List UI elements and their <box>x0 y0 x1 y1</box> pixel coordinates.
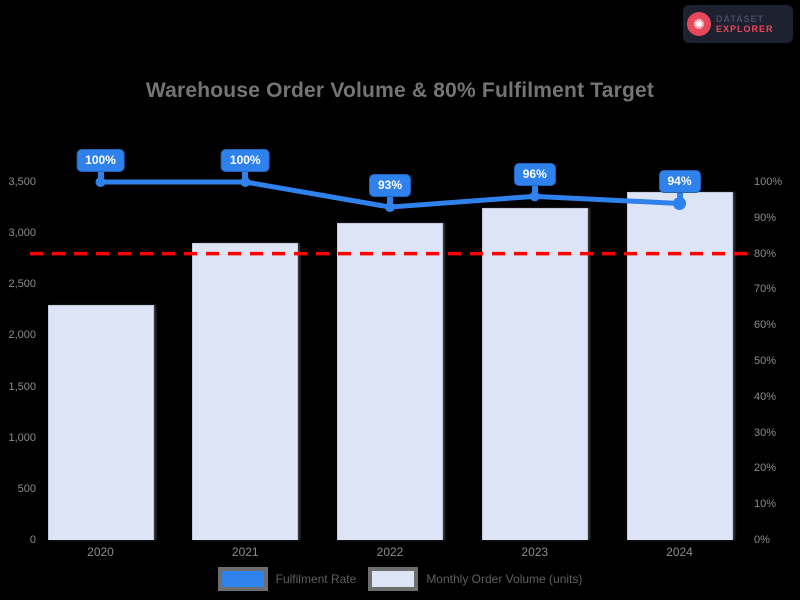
y-axis-left-tick-label: 3,500 <box>8 176 36 188</box>
callout-stem <box>242 169 249 178</box>
x-axis-tick-label: 2024 <box>666 545 693 559</box>
line-point-marker <box>240 177 251 187</box>
volume-bar <box>47 304 154 540</box>
callout-stem <box>676 190 683 200</box>
logo-badge: ✺ DATASET EXPLORER <box>683 5 793 43</box>
compass-rose-icon: ✺ <box>687 12 711 36</box>
y-axis-right-tick-label: 50% <box>754 355 777 367</box>
y-axis-right-tick-label: 40% <box>754 390 777 403</box>
y-axis-left-tick-label: 0 <box>29 534 36 546</box>
callout-badge: 93% <box>368 174 412 198</box>
y-axis-left-tick-label: 1,500 <box>8 380 36 393</box>
line-point-marker <box>95 177 106 187</box>
legend-swatch-bar <box>368 567 419 591</box>
callout-badge: 100% <box>76 149 125 172</box>
callout-badge: 94% <box>658 170 701 194</box>
y-axis-left-tick-label: 500 <box>17 482 36 495</box>
y-axis-right-tick-label: 10% <box>754 498 777 511</box>
x-axis-tick-label: 2022 <box>376 545 404 559</box>
x-axis-tick-label: 2020 <box>87 545 114 559</box>
y-axis-right-tick-label: 100% <box>754 176 783 188</box>
y-axis-right-tick-label: 60% <box>754 319 777 332</box>
logo-line-2: EXPLORER <box>716 24 774 34</box>
callout-stem <box>97 169 104 178</box>
logo-line-1: DATASET <box>716 14 765 24</box>
legend-item-fulfilment-rate[interactable]: Fulfilment Rate <box>217 567 357 591</box>
legend-label: Fulfilment Rate <box>275 572 357 586</box>
callout-stem <box>387 194 393 204</box>
line-point-marker <box>529 191 540 202</box>
y-axis-left-tick-label: 1,000 <box>8 431 36 444</box>
y-axis-right-tick-label: 0% <box>754 534 770 546</box>
legend-swatch-line <box>217 567 268 591</box>
line-point-marker <box>385 202 395 213</box>
legend-item-order-volume[interactable]: Monthly Order Volume (units) <box>368 567 582 591</box>
x-axis-tick-label: 2023 <box>521 545 549 559</box>
callout-badge: 100% <box>220 149 270 172</box>
y-axis-right-tick-label: 20% <box>754 462 777 475</box>
legend: Fulfilment Rate Monthly Order Volume (un… <box>0 564 800 594</box>
y-axis-left-tick-label: 2,000 <box>8 329 36 342</box>
y-axis-right-tick-label: 90% <box>754 211 777 224</box>
volume-bar <box>192 243 299 540</box>
y-axis-right-tick-label: 70% <box>754 283 777 296</box>
y-axis-right-tick-label: 30% <box>754 426 777 439</box>
y-axis-right-tick-label: 80% <box>754 247 777 260</box>
y-axis-left-tick-label: 3,000 <box>8 227 36 240</box>
volume-bar <box>481 207 588 540</box>
y-axis-left-tick-label: 2,500 <box>8 278 36 291</box>
x-axis-tick-label: 2021 <box>231 545 259 559</box>
callout-stem <box>531 183 538 193</box>
volume-bar <box>626 192 733 540</box>
volume-bar <box>337 222 443 540</box>
legend-label: Monthly Order Volume (units) <box>426 572 583 586</box>
chart-title: Warehouse Order Volume & 80% Fulfilment … <box>145 79 655 102</box>
logo-text: DATASET EXPLORER <box>716 14 774 34</box>
callout-badge: 96% <box>513 163 556 187</box>
line-point-marker <box>673 196 686 210</box>
